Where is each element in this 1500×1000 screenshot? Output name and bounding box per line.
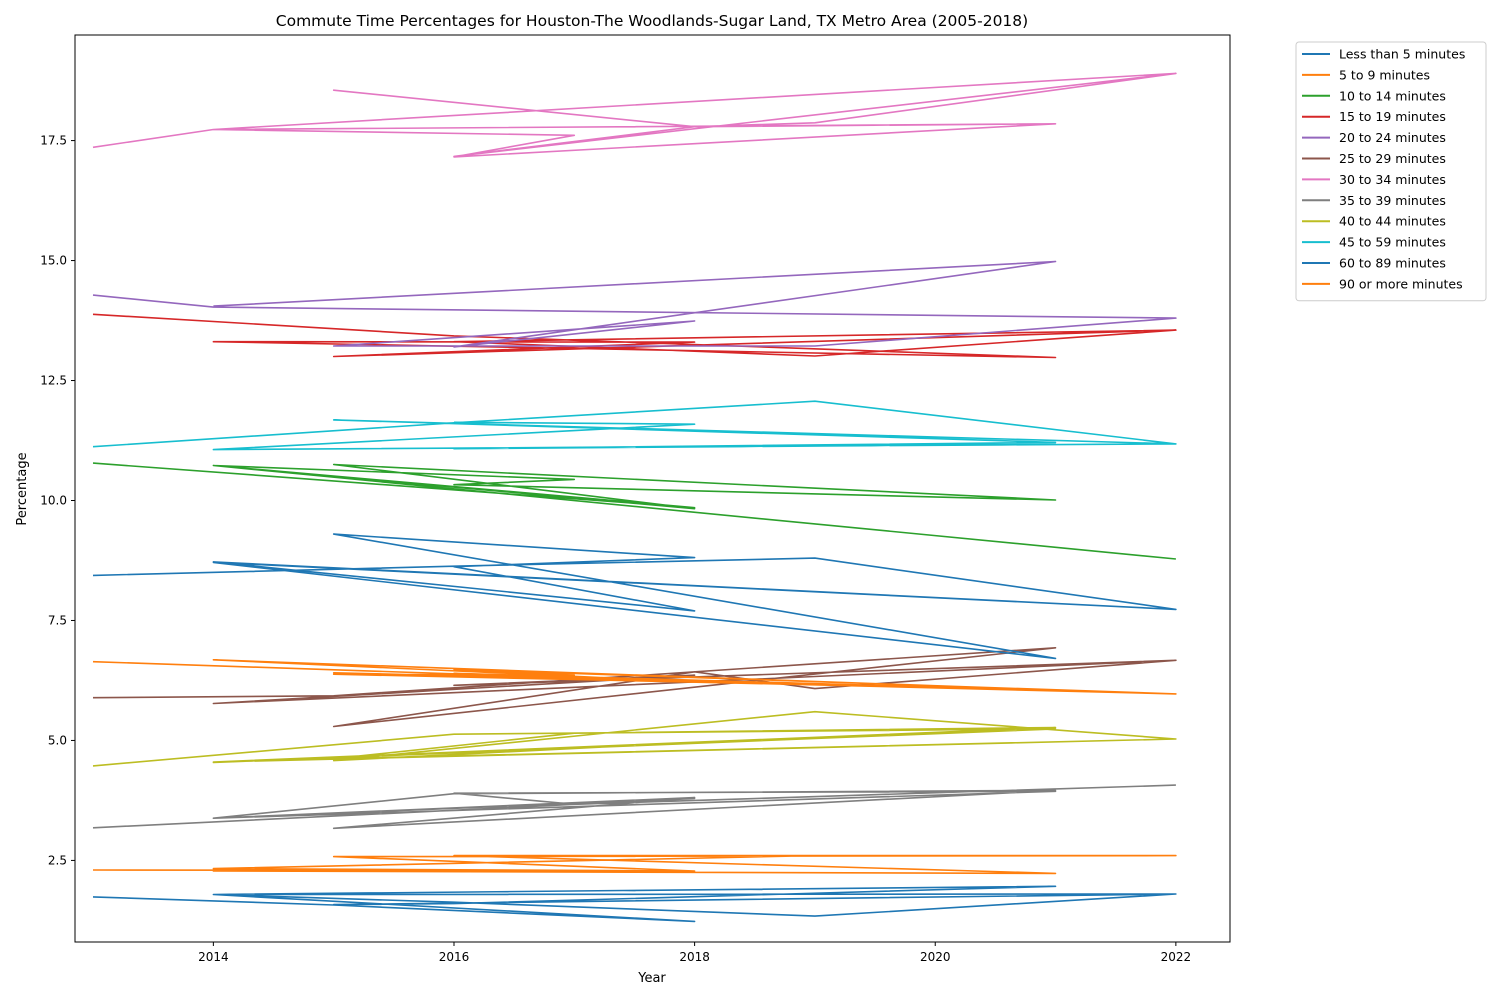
y-tick-label: 10.0: [40, 493, 67, 507]
legend-label: 25 to 29 minutes: [1339, 151, 1446, 166]
legend-label: 20 to 24 minutes: [1339, 130, 1446, 145]
y-tick-label: 15.0: [40, 254, 67, 268]
x-tick-label: 2022: [1161, 950, 1192, 964]
series-line-7: [92, 72, 1177, 158]
series-line-12: [92, 658, 1177, 695]
series-line-5: [92, 260, 1177, 348]
legend-label: 30 to 34 minutes: [1339, 172, 1446, 187]
legend-label: Less than 5 minutes: [1339, 47, 1465, 62]
y-axis: 2.5 5.0 7.5 10.0 12.5 15.0 17.5: [40, 134, 75, 867]
legend-box: [1295, 41, 1487, 302]
legend-label: 60 to 89 minutes: [1339, 256, 1446, 271]
series-line-9: [92, 710, 1177, 767]
series-line-2: [92, 854, 1177, 875]
legend-label: 10 to 14 minutes: [1339, 88, 1446, 103]
x-tick-label: 2016: [439, 950, 470, 964]
legend-label: 90 or more minutes: [1339, 276, 1463, 291]
legend-label: 15 to 19 minutes: [1339, 109, 1446, 124]
x-tick-label: 2018: [679, 950, 710, 964]
series-line-1: [92, 885, 1177, 923]
legend-label: 5 to 9 minutes: [1339, 67, 1430, 82]
x-axis-label: Year: [637, 971, 666, 986]
x-tick-label: 2020: [920, 950, 951, 964]
legend-label: 45 to 59 minutes: [1339, 235, 1446, 250]
series-line-10: [92, 400, 1177, 451]
plot-area-frame: [74, 34, 1231, 943]
y-tick-label: 5.0: [48, 733, 67, 747]
series-line-3: [92, 462, 1176, 560]
legend-label: 40 to 44 minutes: [1339, 214, 1446, 229]
y-tick-label: 17.5: [40, 134, 67, 148]
series-layer: [92, 72, 1177, 923]
legend: Less than 5 minutes 5 to 9 minutes 10 to 1…: [1295, 41, 1487, 302]
y-axis-label: Percentage: [15, 452, 30, 525]
chart-title: Commute Time Percentages for Houston-The…: [276, 12, 1028, 30]
y-tick-label: 12.5: [40, 374, 67, 388]
y-tick-label: 2.5: [48, 853, 67, 867]
series-line-11: [92, 533, 1177, 660]
y-tick-label: 7.5: [48, 613, 67, 627]
x-tick-label: 2014: [198, 950, 229, 964]
legend-label: 35 to 39 minutes: [1339, 193, 1446, 208]
series-line-8: [92, 784, 1176, 830]
x-axis: 2014 2016 2018 2020 2022: [198, 942, 1191, 964]
